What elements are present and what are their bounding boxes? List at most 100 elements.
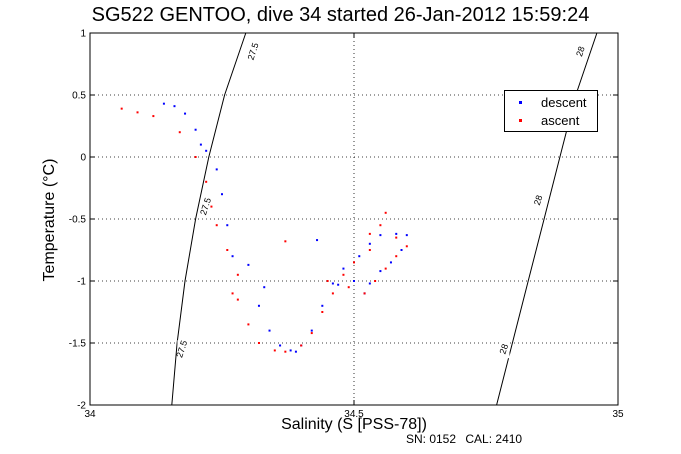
descent-point — [379, 234, 382, 237]
ascent-point — [321, 311, 324, 313]
descent-point — [289, 349, 292, 352]
ascent-point — [136, 111, 139, 114]
descent-point — [173, 105, 176, 108]
ascent-point — [257, 342, 260, 344]
ascent-point — [300, 344, 303, 347]
descent-point — [199, 143, 202, 146]
isopycnal-label: 28 — [532, 194, 545, 207]
y-axis-label: Temperature (°C) — [41, 158, 58, 282]
isopycnal-label-bg — [576, 42, 587, 61]
plot-frame — [89, 32, 619, 406]
ascent-point — [310, 332, 313, 335]
ascent-point — [405, 245, 408, 248]
descent-point — [231, 255, 234, 258]
ascent-point — [384, 267, 387, 270]
axes-frame — [89, 32, 619, 406]
ascent-point — [379, 224, 382, 227]
serial-number: SN: 0152 — [406, 432, 457, 446]
x-tick-label: 34 — [84, 409, 96, 420]
ascent-point — [226, 249, 229, 251]
footer-info: SN: 0152 CAL: 2410 — [406, 432, 528, 446]
descent-point — [184, 112, 187, 115]
descent-point — [162, 102, 165, 105]
ascent-point — [395, 236, 398, 239]
ascent-point — [368, 232, 371, 235]
descent-point — [221, 193, 223, 196]
descent-point — [263, 286, 266, 289]
x-tick-label: 34.5 — [344, 409, 364, 420]
ascent-point — [363, 292, 366, 295]
legend-marker-descent — [519, 101, 522, 104]
data-points — [120, 102, 408, 353]
descent-point — [400, 249, 403, 251]
ascent-point — [384, 211, 387, 214]
ascent-point — [194, 156, 197, 158]
ascent-point — [284, 240, 287, 243]
grid-lines — [89, 32, 619, 406]
isopycnal-label: 28 — [574, 45, 587, 58]
legend-item-ascent: ascent — [505, 113, 597, 129]
descent-point — [279, 344, 282, 347]
ascent-point — [368, 249, 371, 251]
descent-point — [342, 267, 345, 270]
ascent-point — [331, 292, 334, 295]
ascent-point — [273, 349, 276, 352]
calibration: CAL: 2410 — [465, 432, 523, 446]
descent-point — [316, 239, 319, 242]
ascent-point — [236, 298, 239, 301]
y-tick-label: 1 — [80, 29, 86, 40]
descent-point — [405, 234, 408, 237]
isopycnal-label-bg — [499, 340, 510, 359]
descent-point — [389, 261, 392, 264]
descent-point — [294, 350, 297, 353]
descent-point — [337, 283, 340, 286]
ascent-point — [342, 273, 345, 276]
ascent-point — [395, 255, 398, 258]
descent-point — [215, 168, 218, 171]
y-tick-label: 0.5 — [72, 91, 86, 102]
ascent-point — [178, 131, 181, 134]
isopycnal-line — [171, 32, 247, 406]
ascent-point — [374, 280, 377, 282]
legend-marker-ascent — [519, 119, 522, 122]
ascent-point — [284, 350, 287, 353]
isopycnal-label-bg — [201, 197, 212, 216]
ascent-point — [120, 107, 123, 110]
descent-point — [395, 232, 398, 235]
descent-point — [379, 270, 382, 273]
isopycnal-label-bg — [248, 42, 259, 61]
y-tick-label: -0.5 — [69, 215, 87, 226]
isopycnal-label-bg — [177, 340, 188, 359]
x-axis-label: Salinity (S [PSS-78]) — [281, 416, 427, 433]
ascent-point — [210, 205, 213, 208]
chart-title: SG522 GENTOO, dive 34 started 26-Jan-201… — [91, 4, 590, 26]
ascent-point — [353, 261, 355, 264]
x-tick-label: 35 — [612, 409, 624, 420]
descent-point — [368, 242, 371, 245]
tick-labels: 34 34.5 35 -2 -1.5 -1 -0.5 0 0.5 1 — [69, 29, 624, 421]
descent-point — [205, 149, 208, 152]
legend-label-descent: descent — [541, 95, 587, 110]
ascent-point — [215, 224, 218, 227]
descent-point — [247, 263, 250, 266]
ascent-point — [205, 180, 208, 183]
ascent-point — [326, 280, 329, 282]
isopycnal-label: 28 — [498, 343, 511, 356]
descent-point — [194, 128, 197, 131]
descent-point — [226, 224, 229, 227]
legend-label-ascent: ascent — [541, 113, 580, 128]
legend: descent ascent — [504, 90, 598, 132]
legend-item-descent: descent — [505, 95, 597, 111]
descent-point — [257, 304, 260, 307]
ascent-point — [231, 292, 234, 295]
descent-point — [353, 280, 355, 282]
ascent-point — [247, 323, 250, 326]
descent-point — [358, 255, 361, 258]
descent-point — [321, 304, 324, 307]
descent-point — [268, 329, 271, 332]
y-tick-label: -1 — [77, 277, 86, 288]
ascent-point — [152, 115, 155, 118]
y-tick-label: 0 — [80, 153, 86, 164]
